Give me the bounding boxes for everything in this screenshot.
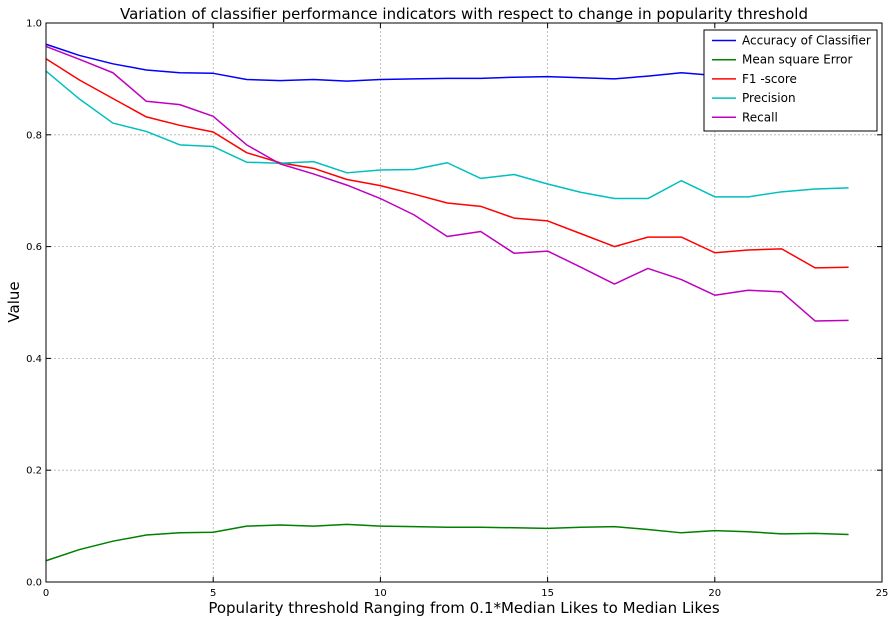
x-tick-label: 25 bbox=[876, 588, 889, 599]
legend-entry-label: Recall bbox=[742, 110, 778, 124]
chart-title: Variation of classifier performance indi… bbox=[120, 5, 808, 23]
y-tick-label: 1.0 bbox=[26, 19, 42, 30]
x-tick-label: 15 bbox=[541, 588, 554, 599]
series-line-precision bbox=[45, 70, 849, 200]
legend-entry-label: Mean square Error bbox=[742, 53, 853, 67]
x-tick-label: 0 bbox=[43, 588, 49, 599]
series-line-f1-score bbox=[45, 58, 849, 269]
x-tick-label: 20 bbox=[708, 588, 721, 599]
series-line-mean-square-error bbox=[45, 523, 849, 562]
axis-ticks: 0 5 10 15 20 25 0.0 0.2 0.4 0.6 0.8 1.0 bbox=[26, 19, 888, 600]
x-tick-label: 5 bbox=[210, 588, 216, 599]
x-tick-label: 10 bbox=[374, 588, 387, 599]
x-axis-label: Popularity threshold Ranging from 0.1*Me… bbox=[208, 599, 720, 617]
y-tick-label: 0.6 bbox=[26, 242, 42, 253]
legend-entry-label: Precision bbox=[742, 91, 796, 105]
plot-area-frame bbox=[45, 22, 883, 583]
y-tick-label: 0.0 bbox=[26, 578, 42, 589]
series-line-recall bbox=[45, 45, 849, 322]
y-tick-label: 0.4 bbox=[26, 354, 42, 365]
series-lines bbox=[45, 43, 849, 562]
y-axis-label: Value bbox=[5, 281, 23, 322]
legend-entry-label: F1 -score bbox=[742, 72, 797, 86]
y-tick-label: 0.2 bbox=[26, 466, 42, 477]
legend-entry-label: Accuracy of Classifier bbox=[742, 34, 871, 48]
legend-box bbox=[703, 29, 878, 132]
legend: Accuracy of Classifier Mean square Error F… bbox=[703, 29, 878, 132]
y-tick-label: 0.8 bbox=[26, 130, 42, 141]
